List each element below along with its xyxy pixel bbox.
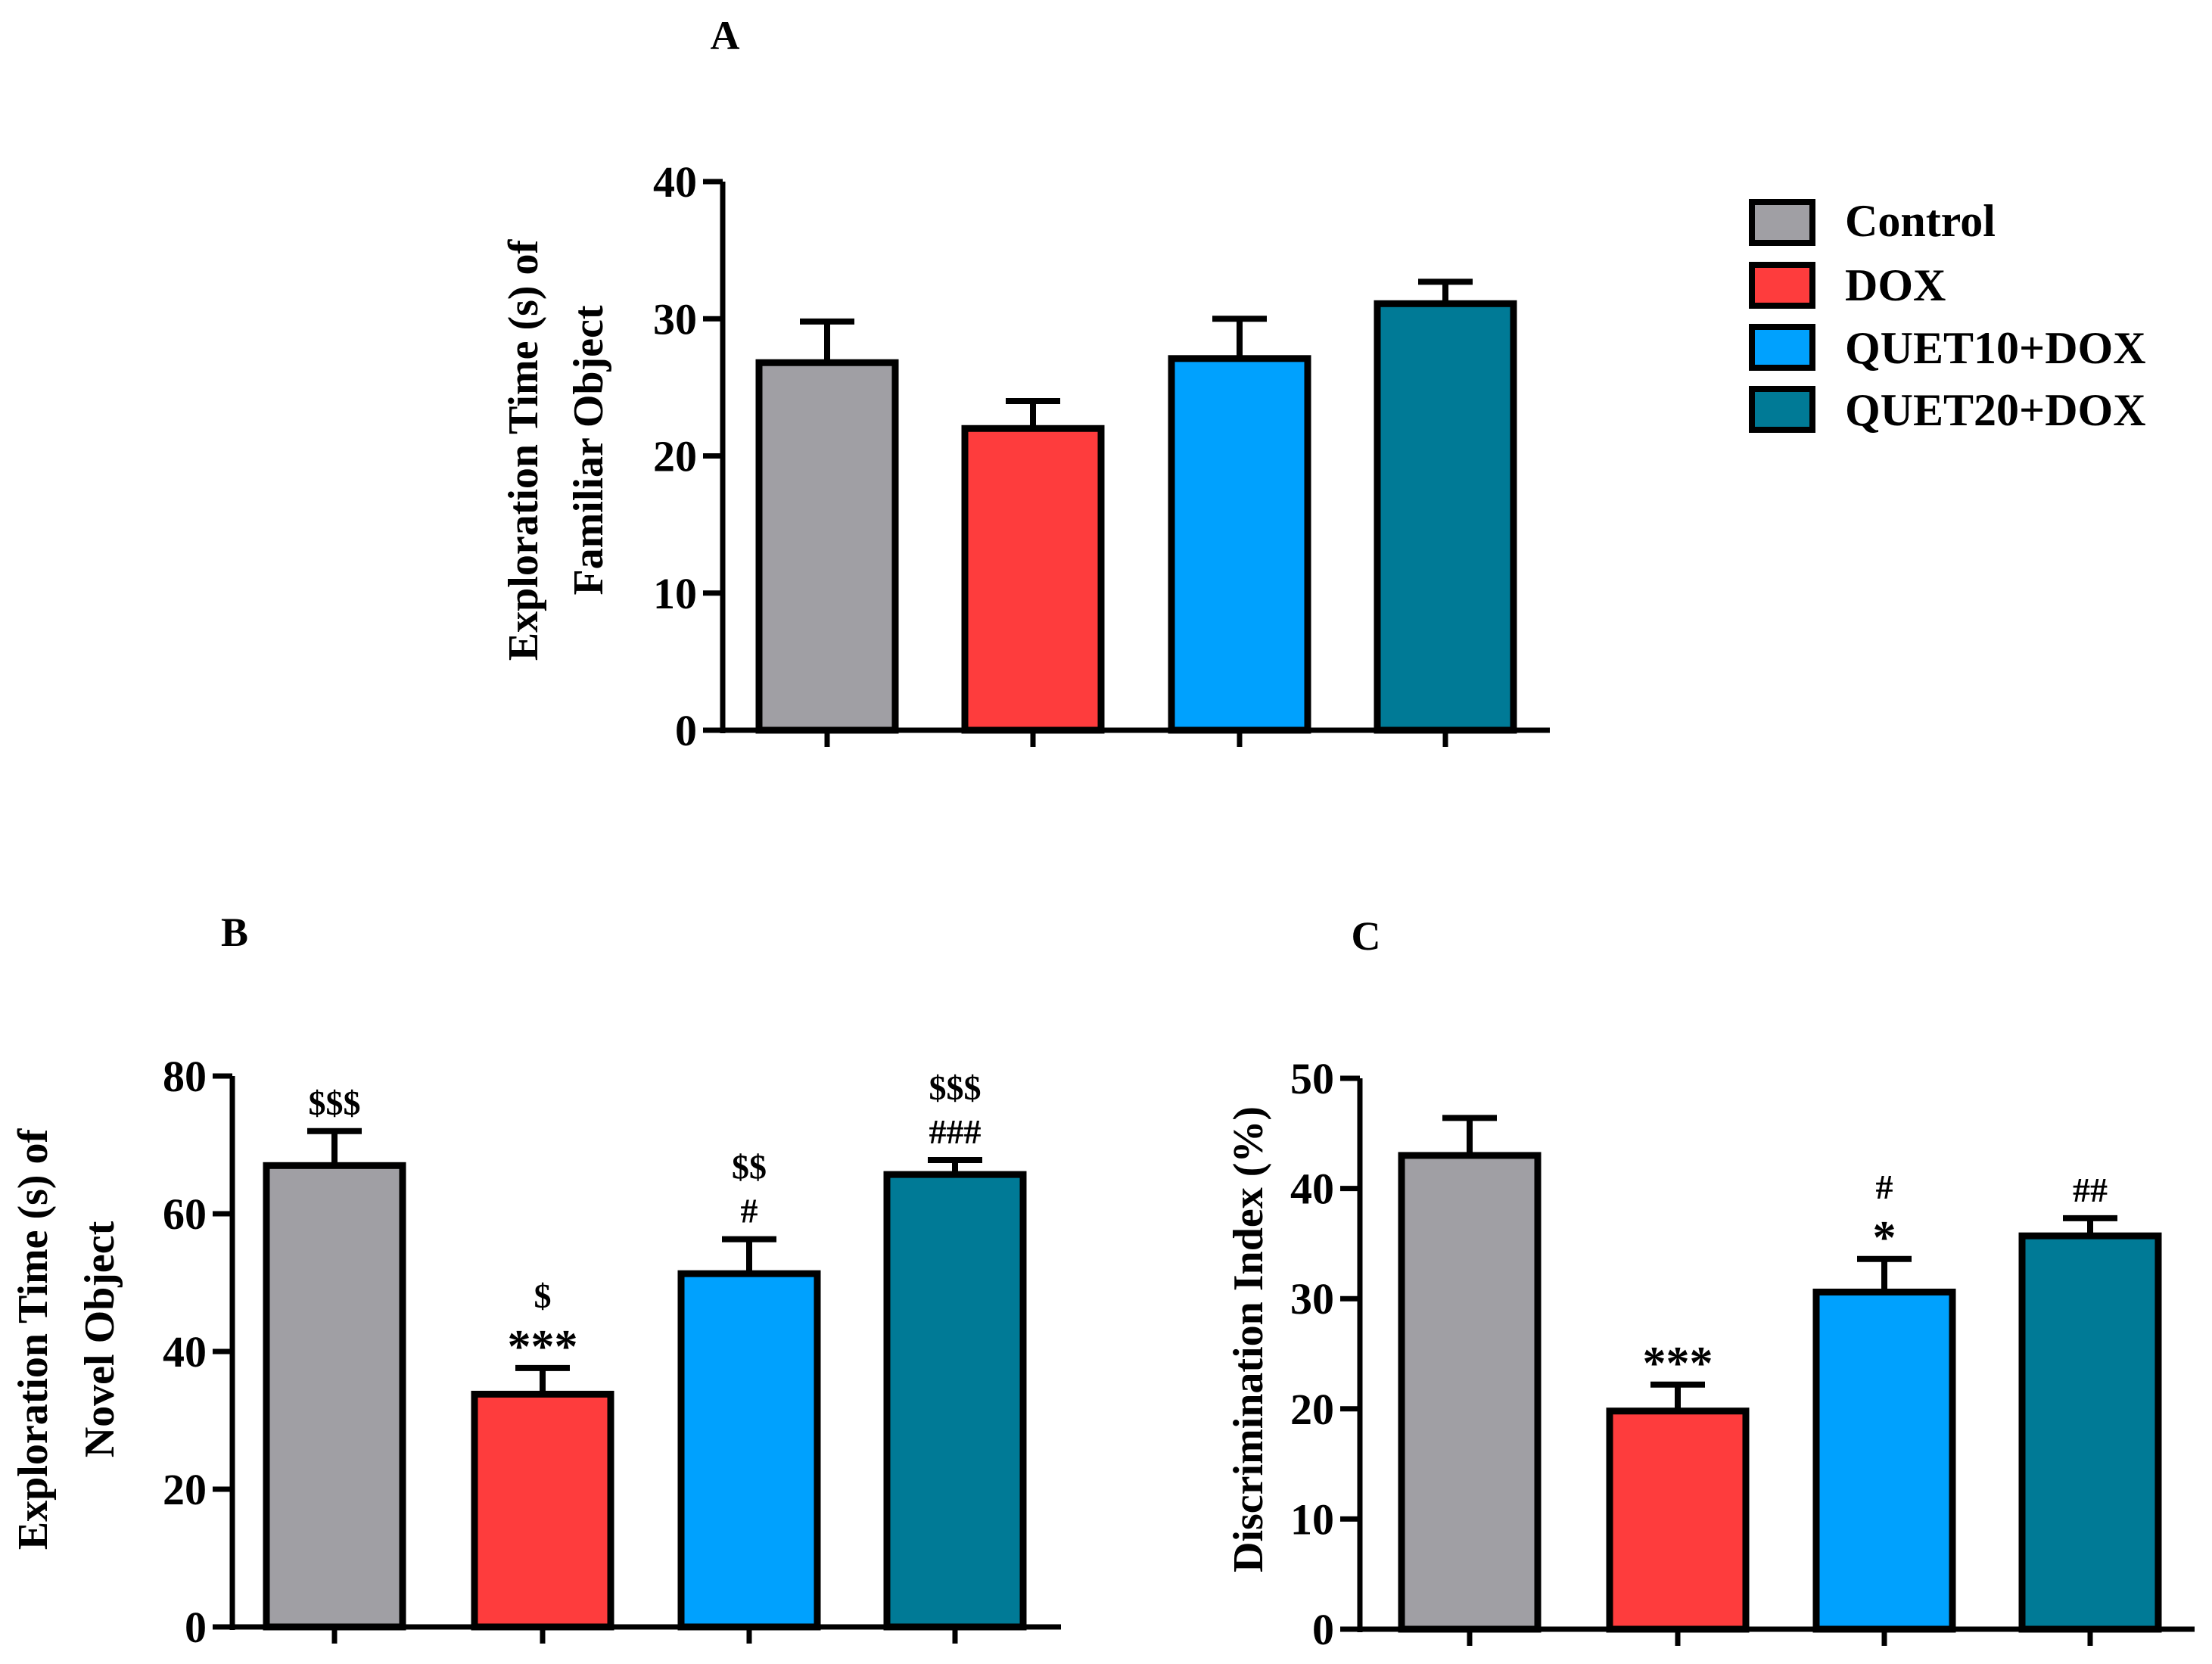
- chart-b-ytick-label-40: 40: [163, 1327, 207, 1376]
- chart-a-bar-quet20-dox: [1374, 300, 1517, 734]
- chart-b-ylabel-line2: Novel Object: [76, 1221, 123, 1457]
- chart-b-annotation-quet10-dox-0: $$: [732, 1148, 767, 1187]
- chart-c-annotation-dox-0: ***: [1643, 1338, 1713, 1389]
- chart-a-bar-quet10-dox: [1168, 355, 1311, 734]
- chart-b-annotation-quet20-dox-1: ###: [929, 1112, 982, 1151]
- legend-swatch-quet10-dox: [1749, 324, 1815, 371]
- chart-c-ytick-label-0: 0: [1312, 1605, 1334, 1654]
- chart-c-bar-dox: [1606, 1407, 1750, 1633]
- chart-c-bar-control: [1398, 1152, 1542, 1633]
- chart-b-annotation-dox-1: ***: [508, 1321, 578, 1373]
- panel-a-label: A: [711, 13, 740, 58]
- chart-a-ylabel-line2: Familiar Object: [565, 305, 612, 595]
- chart-c-ytick-label-40: 40: [1290, 1165, 1334, 1214]
- chart-b-annotation-quet20-dox-0: $$$: [929, 1068, 982, 1107]
- chart-c-bar-quet20-dox: [2018, 1232, 2162, 1633]
- chart-a-ytick-label-40: 40: [653, 157, 697, 207]
- panel-b-label: B: [221, 910, 248, 955]
- chart-a-ytick-label-0: 0: [675, 706, 697, 755]
- chart-c-annotation-quet10-dox-1: *: [1873, 1212, 1896, 1264]
- chart-a: 0 10 20 30 40: [653, 157, 1550, 755]
- chart-a-ytick-label-10: 10: [653, 569, 697, 618]
- chart-c-ytick-label-10: 10: [1290, 1494, 1334, 1544]
- chart-a-ytick-label-20: 20: [653, 432, 697, 481]
- chart-a-bar-dox: [961, 425, 1105, 734]
- chart-c-ytick-label-50: 50: [1290, 1054, 1334, 1103]
- legend-label-control: Control: [1845, 196, 1996, 246]
- chart-b-annotation-quet10-dox-1: #: [741, 1192, 758, 1230]
- chart-b-annotation-dox-0: $: [534, 1277, 552, 1315]
- chart-c-annotation-quet20-dox-0: ##: [2073, 1171, 2108, 1209]
- legend-swatch-dox: [1749, 262, 1815, 309]
- chart-b-ytick-label-0: 0: [185, 1603, 207, 1652]
- legend-swatch-control: [1749, 199, 1815, 246]
- chart-b-bar-quet20-dox: [883, 1171, 1027, 1631]
- chart-a-ytick-label-30: 30: [653, 294, 697, 344]
- chart-c: *** # * ## 0 10 20 30 40 50: [1290, 1054, 2195, 1654]
- chart-a-ylabel-line1: Exploration Time (s) of: [500, 238, 547, 661]
- legend-swatch-quet20-dox: [1749, 386, 1815, 433]
- chart-b-bar-quet10-dox: [677, 1270, 821, 1631]
- chart-c-ytick-label-20: 20: [1290, 1385, 1334, 1434]
- chart-b-ytick-label-20: 20: [163, 1465, 207, 1514]
- chart-a-bar-control: [755, 359, 899, 734]
- chart-b-ylabel-line1: Exploration Time (s) of: [10, 1127, 57, 1550]
- legend-label-dox: DOX: [1845, 260, 1946, 310]
- chart-b-bar-control: [263, 1162, 406, 1631]
- panel-c-label: C: [1352, 913, 1381, 959]
- chart-c-annotation-quet10-dox-0: #: [1876, 1168, 1893, 1206]
- chart-c-ylabel: Discrimination Index (%): [1225, 1106, 1272, 1572]
- legend-label-quet20-dox: QUET20+DOX: [1845, 385, 2146, 435]
- chart-b-ytick-label-60: 60: [163, 1190, 207, 1239]
- chart-b-ytick-label-80: 80: [163, 1052, 207, 1101]
- chart-c-bar-quet10-dox: [1812, 1288, 1956, 1633]
- chart-c-ytick-label-30: 30: [1290, 1274, 1334, 1323]
- chart-b-bar-dox: [471, 1390, 614, 1631]
- legend: Control DOX QUET10+DOX QUET20+DOX: [1749, 196, 2146, 435]
- chart-b-annotation-control-0: $$$: [309, 1084, 361, 1122]
- legend-label-quet10-dox: QUET10+DOX: [1845, 323, 2146, 373]
